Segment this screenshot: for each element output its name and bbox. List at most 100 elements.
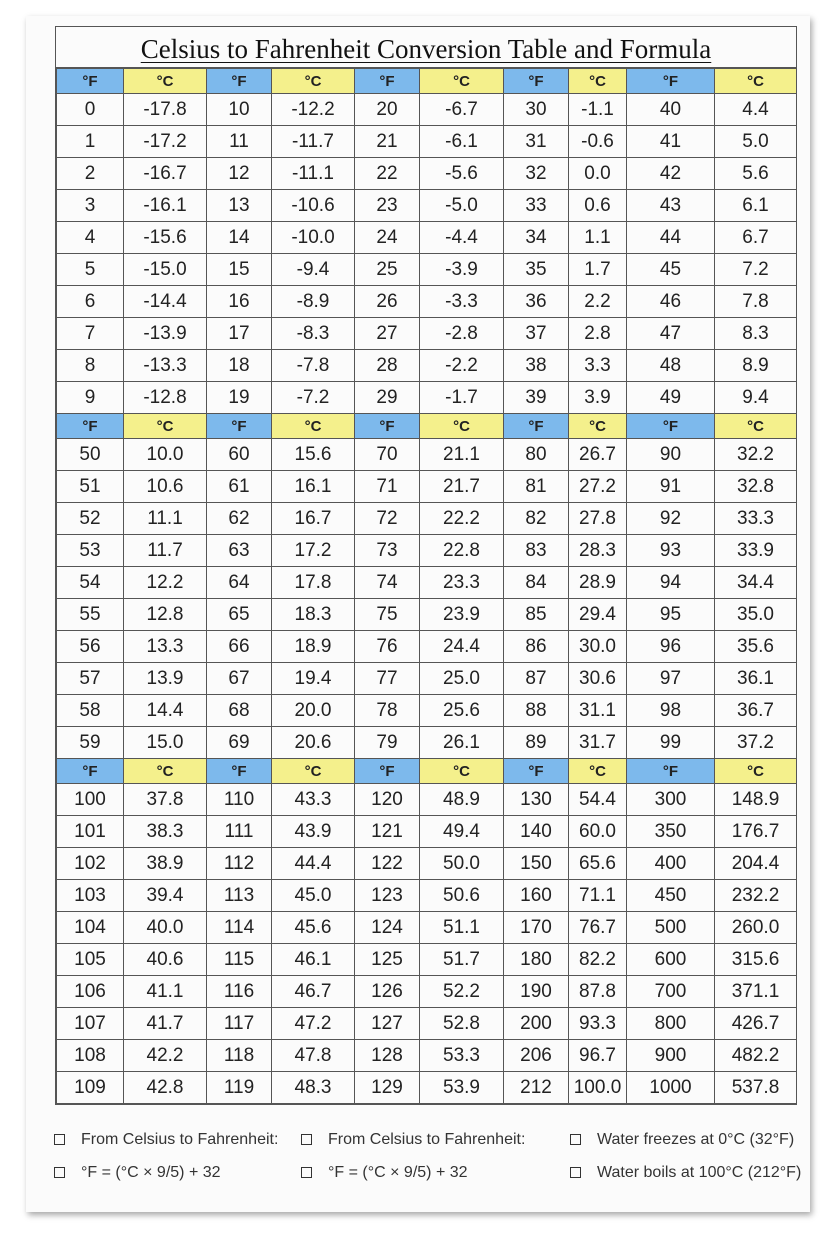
cell: 204.4 (714, 847, 797, 880)
cell: 119 (206, 1071, 272, 1104)
cell: 31.7 (568, 726, 627, 759)
header-cell: °C (714, 68, 797, 94)
cell: 2.2 (568, 285, 627, 318)
cell: 23.3 (419, 566, 504, 599)
cell: 537.8 (714, 1071, 797, 1104)
cell: 97 (626, 662, 715, 695)
cell: 23 (354, 189, 420, 222)
cell: 113 (206, 879, 272, 912)
cell: 8.9 (714, 349, 797, 382)
cell: 10.0 (123, 438, 207, 471)
cell: 90 (626, 438, 715, 471)
cell: 130 (503, 783, 569, 816)
cell: 48.9 (419, 783, 504, 816)
cell: 29 (354, 381, 420, 414)
header-cell: °F (56, 68, 124, 94)
cell: 123 (354, 879, 420, 912)
cell: -10.0 (271, 221, 355, 254)
cell: 39.4 (123, 879, 207, 912)
cell: 43.3 (271, 783, 355, 816)
note-text: From Celsius to Fahrenheit: (81, 1131, 279, 1148)
cell: 96.7 (568, 1039, 627, 1072)
cell: 58 (56, 694, 124, 727)
cell: 18.3 (271, 598, 355, 631)
cell: 31 (503, 125, 569, 158)
cell: -11.7 (271, 125, 355, 158)
cell: 10.6 (123, 470, 207, 503)
checkbox (570, 1134, 581, 1146)
note-text: Water boils at 100°C (212°F) (597, 1164, 802, 1181)
cell: 129 (354, 1071, 420, 1104)
cell: 16.7 (271, 502, 355, 535)
row: 4 -15.6 14 -10.0 24 -4.4 34 1.1 44 6.7 (56, 221, 797, 254)
row: 54 12.2 64 17.8 74 23.3 84 28.9 94 34.4 (56, 566, 797, 599)
cell: 65.6 (568, 847, 627, 880)
cell: 101 (56, 815, 124, 848)
cell: 40.0 (123, 911, 207, 944)
cell: 93.3 (568, 1007, 627, 1040)
cell: -3.3 (419, 285, 504, 318)
cell: 450 (626, 879, 715, 912)
cell: -17.8 (123, 93, 207, 126)
row: 105 40.6 115 46.1 125 51.7 180 82.2 600 315.6 (56, 943, 797, 976)
cell: 115 (206, 943, 272, 976)
cell: 9 (56, 381, 124, 414)
header-cell: °F (354, 413, 420, 439)
cell: 75 (354, 598, 420, 631)
cell: 95 (626, 598, 715, 631)
cell: 800 (626, 1007, 715, 1040)
cell: -2.2 (419, 349, 504, 382)
cell: 27 (354, 317, 420, 350)
cell: 23.9 (419, 598, 504, 631)
cell: 6 (56, 285, 124, 318)
cell: 84 (503, 566, 569, 599)
cell: 3.9 (568, 381, 627, 414)
cell: 16 (206, 285, 272, 318)
row: 57 13.9 67 19.4 77 25.0 87 30.6 97 36.1 (56, 662, 797, 695)
cell: 700 (626, 975, 715, 1008)
cell: -0.6 (568, 125, 627, 158)
cell: 30 (503, 93, 569, 126)
row: 101 38.3 111 43.9 121 49.4 140 60.0 350 176.7 (56, 815, 797, 848)
cell: 37.8 (123, 783, 207, 816)
cell: 26.7 (568, 438, 627, 471)
cell: 11.7 (123, 534, 207, 567)
cell: 44.4 (271, 847, 355, 880)
cell: 91 (626, 470, 715, 503)
header-cell: °F (503, 68, 569, 94)
cell: 77 (354, 662, 420, 695)
cell: 104 (56, 911, 124, 944)
cell: 76.7 (568, 911, 627, 944)
cell: 52 (56, 502, 124, 535)
cell: 79 (354, 726, 420, 759)
row: 9 -12.8 19 -7.2 29 -1.7 39 3.9 49 9.4 (56, 381, 797, 414)
cell: 1000 (626, 1071, 715, 1104)
note: From Celsius to Fahrenheit: (54, 1131, 278, 1149)
cell: 72 (354, 502, 420, 535)
header-cell: °C (568, 413, 627, 439)
cell: 49.4 (419, 815, 504, 848)
cell: 57 (56, 662, 124, 695)
cell: 27.2 (568, 470, 627, 503)
cell: 54 (56, 566, 124, 599)
cell: 30.0 (568, 630, 627, 663)
cell: 20.6 (271, 726, 355, 759)
cell: 126 (354, 975, 420, 1008)
row: 104 40.0 114 45.6 124 51.1 170 76.7 500 260.0 (56, 911, 797, 944)
cell: 94 (626, 566, 715, 599)
cell: 44 (626, 221, 715, 254)
checkbox (301, 1167, 312, 1179)
cell: 42 (626, 157, 715, 190)
note: Water boils at 100°C (212°F) (570, 1164, 801, 1182)
table-frame: Celsius to Fahrenheit Conversion Table a… (55, 26, 797, 1105)
cell: 45 (626, 253, 715, 286)
cell: 148.9 (714, 783, 797, 816)
cell: 35 (503, 253, 569, 286)
cell: 34.4 (714, 566, 797, 599)
cell: 46 (626, 285, 715, 318)
cell: -1.1 (568, 93, 627, 126)
cell: -8.9 (271, 285, 355, 318)
cell: 8.3 (714, 317, 797, 350)
row: 109 42.8 119 48.3 129 53.9 212 100.0 1000 537.8 (56, 1071, 797, 1104)
